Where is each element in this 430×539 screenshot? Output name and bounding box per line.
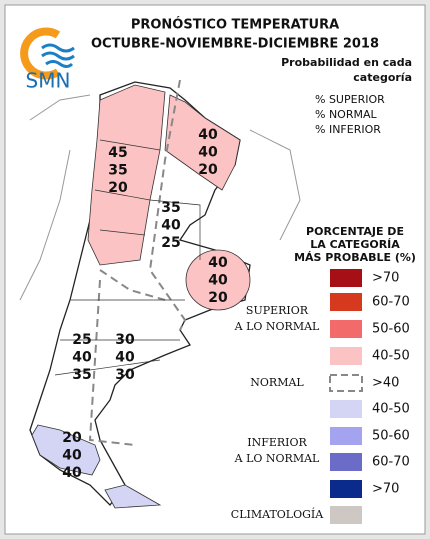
key-title: Probabilidad en cada — [281, 56, 412, 69]
legend-swatch — [330, 506, 362, 524]
legend-label: 50-60 — [372, 322, 410, 337]
legend-label: >70 — [372, 271, 399, 286]
legend-group: CLIMATOLOGÍA — [231, 507, 324, 521]
region-inferior-south — [31, 424, 162, 509]
legend-label: 50-60 — [372, 429, 410, 444]
region-value: 45 — [108, 145, 127, 161]
annotations: PRONÓSTICO TEMPERATURA OCTUBRE-NOVIEMBRE-… — [26, 17, 416, 524]
province-borders — [54, 139, 201, 376]
legend-label: 60-70 — [372, 295, 410, 310]
region-superior-nw — [87, 84, 166, 266]
legend-label: 40-50 — [372, 349, 410, 364]
key-title: categoría — [353, 71, 412, 84]
legend-label: >40 — [372, 376, 399, 391]
region-value: 35 — [108, 163, 127, 179]
region-superior-ne — [164, 94, 241, 191]
region-superior-east — [185, 249, 251, 311]
legend-label: >70 — [372, 482, 399, 497]
legend-title: LA CATEGORÍA — [310, 238, 400, 251]
legend-swatch — [330, 347, 362, 365]
legend-group: SUPERIOR — [246, 304, 309, 317]
legend-title: PORCENTAJE DE — [306, 225, 404, 238]
legend-group: A LO NORMAL — [234, 320, 320, 333]
legend-swatch — [330, 320, 362, 338]
key-item: % SUPERIOR — [315, 93, 385, 106]
region-value: 40 — [161, 218, 181, 234]
key-item: % NORMAL — [315, 108, 377, 121]
region-value: 40 — [115, 350, 135, 366]
neighbor-borders — [19, 94, 301, 301]
legend-swatch — [330, 453, 362, 471]
region-value: 40 — [62, 465, 82, 481]
region-value: 25 — [72, 332, 91, 348]
title: OCTUBRE-NOVIEMBRE-DICIEMBRE 2018 — [91, 37, 379, 52]
legend-title: MÁS PROBABLE (%) — [294, 251, 416, 264]
key-item: % INFERIOR — [315, 123, 381, 136]
legend-swatch — [330, 427, 362, 445]
logo — [20, 27, 75, 80]
normal-contour — [88, 79, 187, 446]
region-value: 35 — [161, 200, 180, 216]
legend-swatch — [330, 400, 362, 418]
region-value: 20 — [198, 162, 218, 178]
logo-waves — [41, 43, 75, 68]
legend-swatch — [329, 374, 363, 392]
legend-group: NORMAL — [250, 376, 304, 389]
title: PRONÓSTICO TEMPERATURA — [131, 17, 339, 33]
region-value: 40 — [208, 255, 228, 271]
region-value: 20 — [108, 180, 128, 196]
region-value: 40 — [72, 350, 92, 366]
legend-label: 40-50 — [372, 402, 410, 417]
region-value: 40 — [198, 145, 218, 161]
logo-arc — [20, 27, 61, 80]
region-value: 25 — [161, 235, 180, 251]
region-value: 20 — [62, 430, 82, 446]
legend-swatch — [330, 480, 362, 498]
legend-swatch — [330, 293, 362, 311]
region-value: 30 — [115, 367, 135, 383]
region-value: 40 — [208, 273, 228, 289]
region-value: 20 — [208, 290, 228, 306]
region-value: 40 — [62, 448, 82, 464]
region-value: 40 — [198, 127, 218, 143]
legend-label: 60-70 — [372, 455, 410, 470]
legend-group: INFERIOR — [247, 436, 307, 449]
region-value: 30 — [115, 332, 135, 348]
map — [19, 79, 301, 509]
legend-group: A LO NORMAL — [234, 452, 320, 465]
legend-swatch — [330, 269, 362, 287]
logo-text: SMN — [26, 69, 71, 93]
region-value: 35 — [72, 367, 91, 383]
